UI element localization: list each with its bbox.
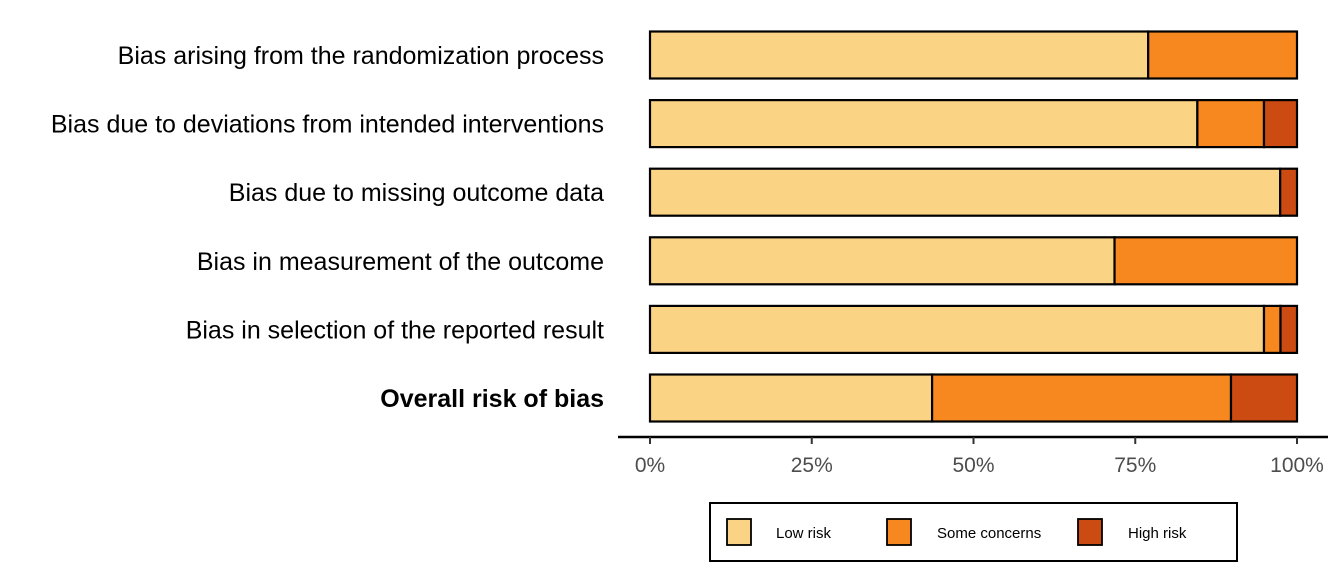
bar-segment-some-concerns-5 [930,373,1233,423]
x-tick-label-4: 100% [1270,454,1324,477]
category-labels: Bias arising from the randomization proc… [51,42,604,413]
category-label-5: Overall risk of bias [380,385,604,413]
bar-segment-some-concerns-0 [1147,30,1299,80]
bar-segment-some-concerns-1 [1196,98,1266,149]
category-label-2: Bias due to missing outcome data [229,179,604,207]
legend-box [709,502,1238,562]
bar-segment-high-risk-1 [1262,98,1299,149]
category-label-0: Bias arising from the randomization proc… [118,42,604,70]
category-label-1: Bias due to deviations from intended int… [51,111,604,139]
x-tick-label-0: 0% [635,454,665,477]
legend-key-some-concerns [886,518,912,546]
x-tick-label-2: 50% [952,454,994,477]
legend-key-high-risk [1077,518,1103,546]
bar-segment-low-risk-5 [648,373,934,423]
bar-segment-low-risk-2 [648,167,1282,217]
bar-segment-some-concerns-3 [1113,236,1299,286]
x-tick-label-1: 25% [791,454,833,477]
bar-segment-high-risk-5 [1229,373,1299,423]
bar-segment-high-risk-2 [1279,167,1299,217]
legend-label-some-concerns: Some concerns [937,525,1041,542]
bar-segment-low-risk-4 [648,304,1266,354]
bar-segment-some-concerns-4 [1262,304,1282,354]
category-label-4: Bias in selection of the reported result [186,316,604,344]
bar-segment-low-risk-1 [648,98,1199,149]
category-label-3: Bias in measurement of the outcome [197,248,604,276]
bar-segment-low-risk-0 [648,30,1150,80]
x-axis: 0% 25% 50% 75% 100% [618,435,1328,477]
bar-segment-high-risk-4 [1279,304,1299,354]
x-tick-label-3: 75% [1114,454,1156,477]
legend-key-low-risk [726,518,752,546]
bar-segment-low-risk-3 [648,236,1116,286]
legend-label-low-risk: Low risk [776,525,832,542]
bars-layer [648,30,1299,423]
legend: Low risk Some concerns High risk [709,502,1238,562]
legend-label-high-risk: High risk [1128,525,1187,542]
